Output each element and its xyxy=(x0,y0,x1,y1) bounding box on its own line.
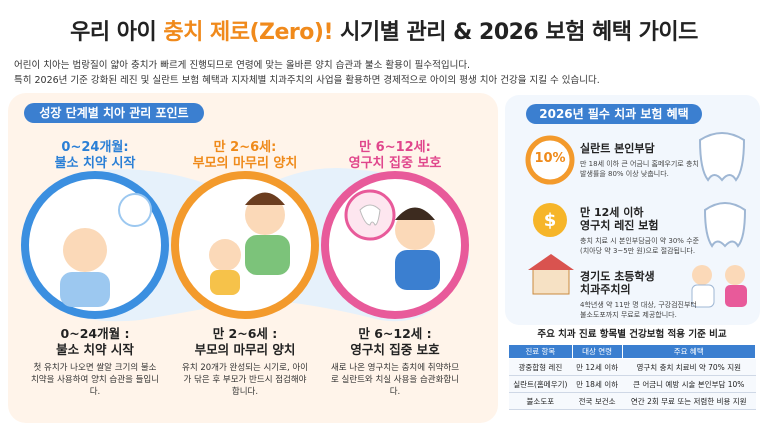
stage-heading: 영구치 집중 보호 xyxy=(348,156,442,171)
stage-desc: 유치 20개가 완성되는 시기로, 아이가 닦은 후 부모가 반드시 점검해야 … xyxy=(182,363,308,397)
stage-subheading: 영구치 집중 보호 xyxy=(350,342,440,357)
intro-line: 어린이 치아는 법랑질이 얇아 충치가 빠르게 진행되므로 연령에 맞는 올바른… xyxy=(14,60,471,71)
stage-heading: 불소 치약 시작 xyxy=(54,156,136,171)
stage-desc: 첫 유치가 나오면 쌀알 크기의 불소 치약을 사용하여 양치 습관을 들입니다… xyxy=(30,363,160,397)
benefit-title: 영구치 레진 보험 xyxy=(580,219,659,232)
table-cell: 큰 어금니 예방 시술 본인부담 10% xyxy=(622,375,756,393)
table-cell: 실란트(홈메우기) xyxy=(508,375,573,393)
table-cell: 광중합형 레진 xyxy=(508,358,573,376)
stage-subheading: 만 2~6세 : xyxy=(212,326,278,341)
table-cell: 연간 2회 무료 또는 저렴한 비용 지원 xyxy=(622,392,756,410)
stage-subheading: 만 6~12세 : xyxy=(358,326,432,341)
title-part: 시기별 관리 & 2026 보험 혜택 가이드 xyxy=(332,20,698,45)
table-header: 진료 항목 대상 연령 주요 혜택 xyxy=(508,344,756,359)
table-cell: 불소도포 xyxy=(508,392,573,410)
section-title: 2026년 필수 치과 보험 혜택 xyxy=(526,104,702,124)
stage-heading: 부모의 마무리 양치 xyxy=(192,156,298,171)
table-row: 실란트(홈메우기) 만 18세 이하 큰 어금니 예방 시술 본인부담 10% xyxy=(508,375,756,393)
benefit-desc: 4학년생 약 11만 명 대상, 구강검진부터 불소도포까지 무료로 제공합니다… xyxy=(580,301,697,319)
stage-subheading: 부모의 마무리 양치 xyxy=(194,342,296,357)
stage-subheading: 불소 치약 시작 xyxy=(56,342,134,357)
benefit-title: 경기도 초등학생 xyxy=(580,270,655,283)
table-cell: 전국 보건소 xyxy=(572,392,622,410)
benefit-title: 치과주치의 xyxy=(580,283,631,296)
intro-line: 특히 2026년 기준 강화된 레진 및 실란트 보험 혜택과 지자체별 치과주… xyxy=(14,75,600,86)
stage-heading: 만 6~12세: xyxy=(359,140,431,155)
benefit-title: 만 12세 이하 xyxy=(580,206,644,219)
benefit-title: 실란트 본인부담 xyxy=(580,142,655,155)
section-title: 성장 단계별 치아 관리 포인트 xyxy=(24,103,204,123)
table-row: 불소도포 전국 보건소 연간 2회 무료 또는 저렴한 비용 지원 xyxy=(508,392,756,410)
badge: 10% xyxy=(534,151,566,166)
benefit-desc: 충치 치료 시 본인부담금이 약 30% 수준(치아당 약 3~5만 원)으로 … xyxy=(580,237,700,255)
title-part: 우리 아이 xyxy=(70,20,164,45)
title-highlight: 충치 제로(Zero)! xyxy=(163,20,333,45)
table-cell: 만 12세 이하 xyxy=(572,358,622,376)
stage-subheading: 0~24개월 : xyxy=(60,326,130,341)
table-header-cell: 주요 혜택 xyxy=(621,344,756,359)
benefit-desc: 만 18세 이하 큰 어금니 홈메우기로 충치 발생률을 80% 이상 낮춥니다… xyxy=(580,160,699,178)
table: 진료 항목 대상 연령 주요 혜택 광중합형 레진 만 12세 이하 영구치 충치 치료비… xyxy=(508,344,756,410)
table-cell: 만 18세 이하 xyxy=(572,375,622,393)
stage-heading: 만 2~6세: xyxy=(213,140,277,155)
stage-desc: 새로 나온 영구치는 충치에 취약하므로 실란트와 치실 사용을 습관화합니다. xyxy=(330,363,460,397)
table-row: 광중합형 레진 만 12세 이하 영구치 충치 치료비 약 70% 지원 xyxy=(508,358,756,376)
table-header-cell: 대상 연령 xyxy=(571,344,623,359)
table-title: 주요 치과 진료 항목별 건강보험 적용 기준 비교 xyxy=(537,329,727,340)
table-header-cell: 진료 항목 xyxy=(508,344,573,359)
stage-heading: 0~24개월: xyxy=(61,140,129,155)
title: 우리 아이 충치 제로(Zero)! 시기별 관리 & 2026 보험 혜택 가… xyxy=(0,14,768,46)
dollar-icon: $ xyxy=(544,210,557,231)
table-cell: 영구치 충치 치료비 약 70% 지원 xyxy=(622,358,756,376)
